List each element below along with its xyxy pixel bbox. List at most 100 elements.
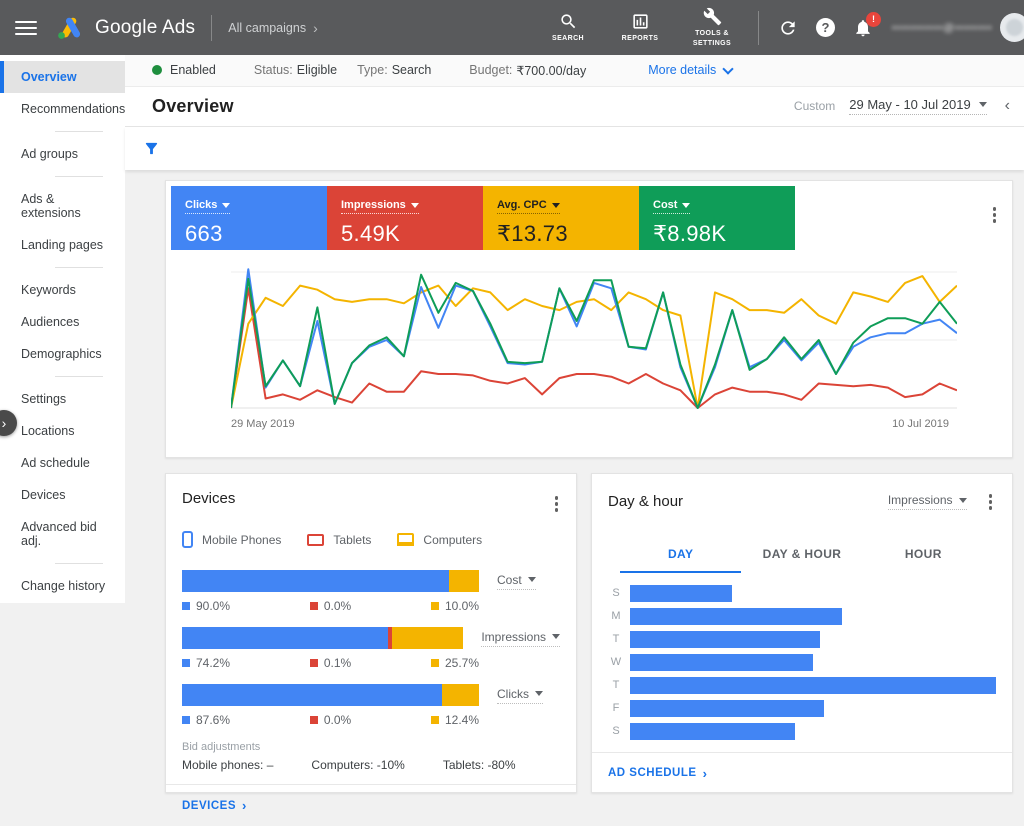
help-icon: ?	[816, 18, 835, 37]
legend-item-computers: Computers	[397, 533, 482, 547]
sidebar-item-audiences[interactable]: Audiences	[21, 315, 80, 329]
scorecard-impressions[interactable]: Impressions 5.49K	[327, 186, 483, 250]
dropdown-caret-icon	[551, 202, 560, 208]
refresh-icon	[781, 20, 795, 35]
google-ads-logo-icon	[58, 17, 81, 39]
sidebar-item-change-history[interactable]: Change history	[21, 579, 106, 593]
devices-impressions-percentages: 74.2% 0.1% 25.7%	[182, 656, 479, 670]
tablets-pct: 0.1%	[323, 656, 352, 670]
day-hour-metric-label: Impressions	[887, 493, 953, 508]
user-email-blurred[interactable]: •••••••••••@•••••••••	[892, 21, 992, 34]
sidebar-item-recommendations[interactable]: Recommendations	[21, 102, 126, 116]
enabled-status: Enabled	[152, 63, 216, 77]
panel-footer-divider	[166, 784, 576, 785]
scorecard-cost-label: Cost	[653, 199, 678, 211]
bid-adjustments-label: Bid adjustments	[182, 741, 261, 753]
devices-panel-menu-icon[interactable]	[551, 492, 563, 516]
collapse-panel-icon[interactable]: ‹	[1004, 97, 1010, 115]
devices-clicks-row: Clicks 87.6% 0.0% 12.4%	[182, 684, 560, 727]
sidebar-item-devices[interactable]: Devices	[21, 488, 66, 502]
reports-icon	[632, 14, 648, 29]
bid-adj-tablets-value: -80%	[487, 758, 516, 772]
date-range-selector[interactable]: 29 May - 10 Jul 2019	[849, 97, 987, 116]
tab-day[interactable]: DAY	[620, 538, 742, 573]
mobile-pct: 87.6%	[196, 713, 231, 727]
devices-footer-link[interactable]: DEVICES ›	[182, 785, 560, 826]
search-icon	[560, 14, 575, 29]
panel-footer-divider	[592, 751, 1012, 753]
status-key: Status:	[253, 63, 293, 78]
hamburger-menu-icon[interactable]	[13, 17, 39, 39]
performance-card-menu-icon[interactable]	[989, 203, 1001, 227]
notifications-button[interactable]: !	[853, 11, 881, 38]
day-hour-panel-menu-icon[interactable]	[985, 490, 997, 514]
devices-cost-metric-dropdown[interactable]: Cost	[497, 573, 536, 590]
devices-impressions-metric-dropdown[interactable]: Impressions	[481, 630, 560, 647]
devices-bar-chart: Cost 90.0% 0.0% 10.0% Impressions	[182, 570, 560, 727]
user-avatar[interactable]	[1000, 13, 1024, 42]
reports-button[interactable]: REPORTS	[615, 12, 665, 43]
scorecard-avg-cpc[interactable]: Avg. CPC ₹13.73	[483, 186, 639, 250]
devices-impressions-bar	[182, 627, 464, 649]
page-title: Overview	[152, 95, 234, 116]
mobile-swatch	[182, 602, 190, 610]
sidebar-item-ad-schedule[interactable]: Ad schedule	[21, 456, 90, 470]
search-button[interactable]: SEARCH	[543, 12, 593, 43]
day-bar	[630, 630, 821, 648]
devices-clicks-metric-dropdown[interactable]: Clicks	[497, 687, 543, 704]
bid-adj-tablets: Tablets: -80%	[443, 758, 516, 772]
computers-pct: 12.4%	[444, 713, 479, 727]
dropdown-caret-icon	[222, 202, 231, 208]
day-hour-metric-dropdown[interactable]: Impressions	[887, 493, 967, 511]
tools-settings-button[interactable]: TOOLS & SETTINGS	[687, 7, 737, 47]
tablets-pct: 0.0%	[323, 599, 352, 613]
mobile-pct: 74.2%	[196, 656, 231, 670]
scorecard-cost[interactable]: Cost ₹8.98K	[639, 186, 795, 250]
legend-computers-label: Computers	[423, 532, 483, 547]
help-button[interactable]: ?	[816, 18, 835, 37]
sidebar-item-ad-groups[interactable]: Ad groups	[21, 147, 78, 161]
tab-day-and-hour[interactable]: DAY & HOUR	[762, 546, 842, 561]
bid-adj-computers-label: Computers:	[311, 758, 374, 772]
more-details-button[interactable]: More details	[648, 63, 734, 77]
tablets-swatch	[309, 659, 318, 667]
overview-content: Clicks 663 Impressions 5.49K Avg. CPC ₹1…	[125, 170, 1024, 813]
scorecard-avg-cpc-label: Avg. CPC	[497, 199, 547, 211]
sidebar-item-landing-pages[interactable]: Landing pages	[21, 238, 104, 252]
sidebar-item-ads-extensions[interactable]: Ads & extensions	[21, 192, 81, 220]
dropdown-caret-icon	[978, 102, 987, 108]
devices-panel-title: Devices	[182, 490, 236, 507]
tab-hour[interactable]: HOUR	[904, 546, 942, 561]
sidebar-item-advanced-bid-adj[interactable]: Advanced bid adj.	[21, 520, 97, 548]
devices-clicks-bar	[182, 684, 479, 706]
breadcrumb[interactable]: All campaigns ›	[228, 21, 318, 35]
mobile-swatch	[182, 659, 190, 667]
sidebar-expand-button[interactable]: ›	[0, 410, 17, 436]
x-axis-start-label: 29 May 2019	[231, 418, 295, 430]
day-bar	[630, 722, 795, 740]
ad-schedule-footer-link[interactable]: AD SCHEDULE ›	[608, 753, 996, 794]
day-bar	[630, 584, 733, 602]
scorecard-avg-cpc-value: ₹13.73	[497, 221, 568, 246]
tablets-swatch	[309, 716, 318, 724]
filter-funnel-icon[interactable]	[143, 140, 160, 157]
sidebar-item-overview[interactable]: Overview	[0, 61, 125, 93]
tablets-swatch	[309, 602, 318, 610]
refresh-button[interactable]	[778, 18, 798, 38]
budget-value: ₹700.00/day	[516, 63, 587, 78]
google-ads-logo[interactable]: Google Ads	[55, 15, 195, 41]
metric-label: Impressions	[481, 629, 546, 644]
metric-label: Cost	[497, 572, 522, 587]
day-bar-row: S	[608, 722, 996, 740]
day-bar	[630, 699, 824, 717]
sidebar-item-keywords[interactable]: Keywords	[21, 283, 76, 297]
sidebar-divider	[55, 376, 103, 377]
sidebar-item-demographics[interactable]: Demographics	[21, 347, 102, 361]
scorecard-clicks[interactable]: Clicks 663	[171, 186, 327, 250]
bid-adj-mobile: Mobile phones: –	[182, 758, 273, 772]
sidebar-item-settings[interactable]: Settings	[21, 392, 67, 406]
dropdown-caret-icon	[410, 202, 419, 208]
sidebar-item-locations[interactable]: Locations	[21, 424, 75, 438]
day-hour-panel: Day & hour Impressions DAY DAY & HOUR HO…	[591, 473, 1013, 793]
chevron-right-icon: ›	[242, 798, 247, 813]
